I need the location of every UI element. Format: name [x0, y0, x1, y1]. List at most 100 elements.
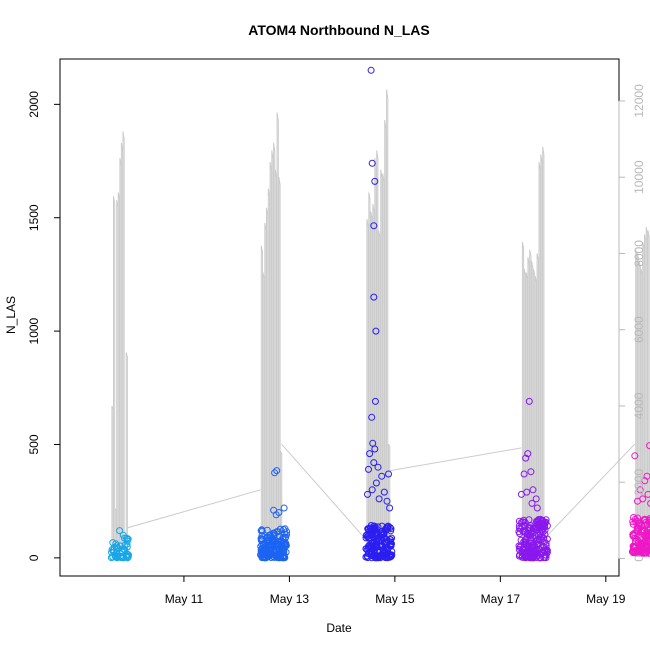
data-point: [542, 542, 550, 550]
data-point: [516, 524, 523, 532]
data-point: [648, 517, 650, 524]
data-point: [368, 543, 376, 551]
left-tick-label: 500: [27, 434, 41, 454]
right-tick-label: 10000: [632, 160, 646, 194]
data-point: [383, 536, 391, 543]
data-point: [271, 469, 279, 477]
secondary-connector: [281, 443, 367, 540]
data-point: [531, 532, 539, 540]
data-point: [631, 452, 639, 460]
left-tick-label: 1000: [27, 317, 41, 344]
data-point: [371, 177, 379, 185]
data-point: [636, 486, 644, 494]
data-point: [378, 472, 386, 480]
data-point: [372, 479, 380, 487]
data-point: [634, 497, 641, 505]
data-point: [515, 522, 523, 530]
data-point: [378, 531, 386, 539]
data-point: [368, 159, 376, 167]
data-point: [273, 467, 281, 475]
data-point: [528, 499, 536, 507]
secondary-connector: [543, 443, 636, 540]
data-point: [123, 543, 131, 551]
data-point: [386, 551, 394, 559]
data-point: [280, 526, 288, 534]
data-point: [647, 516, 650, 524]
data-point: [380, 529, 388, 537]
data-point: [640, 522, 648, 529]
data-point: [630, 514, 637, 521]
data-point: [123, 553, 131, 561]
data-point: [641, 477, 649, 485]
data-point: [534, 540, 542, 548]
bottom-tick-label: May 19: [586, 592, 626, 606]
series-points: [257, 467, 291, 562]
data-point: [257, 535, 265, 543]
data-point: [646, 524, 650, 532]
data-point: [644, 530, 650, 538]
data-point: [372, 327, 380, 335]
series-points: [515, 397, 551, 562]
series-points: [107, 527, 132, 562]
data-point: [367, 551, 375, 559]
data-point: [648, 523, 650, 529]
data-point: [634, 537, 642, 545]
data-point: [375, 554, 383, 562]
series-points: [628, 442, 650, 557]
data-point: [373, 530, 381, 538]
data-point: [644, 533, 650, 541]
data-point: [365, 465, 372, 473]
data-point: [265, 548, 273, 556]
data-point: [387, 527, 395, 535]
data-point: [522, 541, 530, 549]
data-point: [527, 468, 535, 476]
data-point: [388, 540, 395, 548]
data-point: [524, 547, 532, 555]
data-point: [526, 524, 534, 532]
data-point: [279, 546, 287, 554]
data-point: [524, 450, 532, 458]
data-point: [371, 445, 379, 453]
data-point: [108, 548, 115, 556]
bottom-tick-label: May 13: [270, 592, 310, 606]
data-point: [258, 532, 266, 540]
data-point: [366, 534, 373, 542]
left-tick-label: 1500: [27, 204, 41, 231]
data-point: [639, 545, 647, 552]
bottom-tick-label: May 15: [375, 592, 415, 606]
data-point: [533, 552, 541, 560]
data-point: [275, 509, 283, 516]
data-point: [645, 516, 650, 524]
x-axis-label: Date: [326, 621, 352, 635]
data-point: [522, 454, 530, 462]
data-point: [637, 528, 645, 536]
data-point: [265, 536, 273, 544]
data-point: [638, 533, 646, 541]
data-point: [646, 518, 650, 526]
data-point: [273, 539, 281, 547]
data-point: [380, 488, 388, 496]
data-point: [648, 540, 650, 547]
data-point: [113, 553, 121, 561]
data-point: [635, 549, 643, 557]
data-point: [371, 397, 379, 405]
chart-title: ATOM4 Northbound N_LAS: [248, 22, 429, 38]
data-point: [370, 222, 378, 230]
data-point: [631, 544, 639, 552]
y-axis-label: N_LAS: [4, 296, 18, 334]
right-tick-label: 6000: [632, 316, 646, 343]
secondary-series-spikes: [635, 226, 650, 554]
data-point: [529, 486, 537, 494]
data-point: [631, 548, 639, 556]
data-point: [374, 463, 382, 471]
secondary-connector: [389, 447, 522, 472]
data-point: [386, 536, 394, 543]
data-point: [366, 450, 374, 458]
data-point: [263, 526, 271, 534]
data-point: [371, 524, 379, 532]
right-tick-label: 12000: [632, 84, 646, 118]
data-point: [539, 548, 546, 556]
right-tick-label: 4000: [632, 392, 646, 419]
bottom-tick-label: May 11: [165, 592, 204, 606]
